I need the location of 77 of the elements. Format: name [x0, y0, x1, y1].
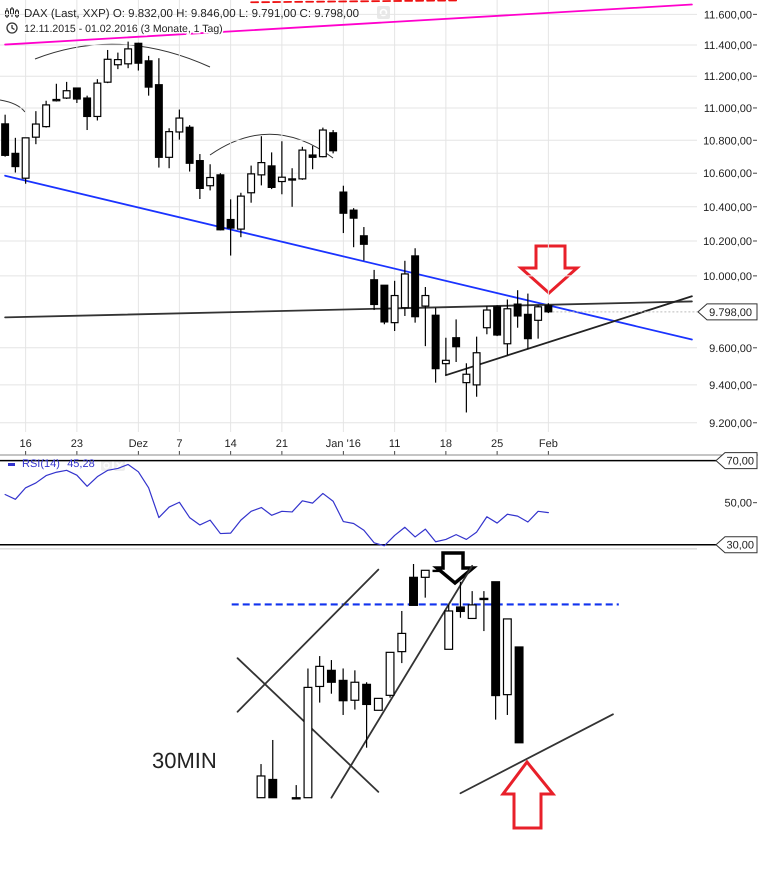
candlestick	[247, 164, 256, 204]
candlestick	[226, 198, 235, 256]
candlestick	[114, 52, 122, 70]
candlestick	[104, 49, 112, 84]
annotation: 45,28	[67, 458, 95, 470]
x-tick-label: Jan '16	[326, 438, 361, 450]
candlestick	[482, 305, 491, 335]
x-tick-label: 14	[224, 438, 237, 450]
candlestick	[362, 682, 372, 748]
y-tick-label: 11.400,00	[704, 40, 752, 52]
candlestick	[206, 164, 214, 192]
y-tick-label: 10.000,00	[703, 270, 752, 283]
y-tick-label: 11.600,00	[704, 9, 752, 22]
candlestick	[257, 136, 266, 186]
candlestick	[462, 362, 470, 414]
x-tick-label: Dez	[128, 438, 148, 450]
candlestick	[268, 152, 276, 190]
y-tick-label: 10.400,00	[703, 202, 752, 214]
candlestick	[442, 337, 450, 376]
candlestick	[350, 208, 358, 248]
candlestick	[308, 145, 317, 170]
y-tick-label: 11.200,00	[704, 71, 752, 84]
candlestick	[62, 81, 71, 100]
candlestick	[544, 302, 552, 314]
candlestick	[175, 108, 184, 140]
text: DAX (Last, XXP) O: 9.832,00 H: 9.846,00 L: 9.791,00 C: 9.798,00	[24, 8, 359, 20]
candlestick	[278, 140, 286, 195]
y-tick-label: 50,00	[724, 498, 752, 510]
candlestick	[350, 670, 360, 710]
y-tick-label: 9.200,00	[709, 418, 752, 430]
candlestick	[421, 286, 430, 347]
x-tick-label: 18	[440, 438, 452, 450]
candlestick	[326, 659, 336, 694]
legend-label: RSI(14)	[22, 458, 60, 470]
x-tick-label: 11	[388, 438, 400, 450]
candlestick	[134, 42, 142, 72]
candlestick	[124, 41, 132, 69]
y-tick-label: 10.600,00	[703, 168, 752, 180]
candlestick	[360, 226, 368, 262]
x-tick-label: 21	[276, 438, 288, 450]
candlestick	[32, 110, 40, 145]
candlestick	[329, 129, 338, 154]
y-tick-label: 9.400,00	[709, 380, 752, 392]
candlestick	[452, 318, 460, 363]
candlestick	[11, 137, 20, 174]
y-tick-label: 70,00	[726, 456, 754, 468]
candlestick	[315, 655, 324, 704]
candlestick	[468, 590, 477, 620]
candlestick	[268, 739, 278, 798]
candlestick	[338, 668, 348, 716]
x-tick-label: 16	[20, 438, 32, 450]
candlestick	[42, 100, 50, 128]
y-tick-label: 30,00	[726, 540, 754, 552]
y-tick-label: 10.200,00	[703, 236, 752, 248]
y-tick-label: 11.000,00	[704, 102, 752, 115]
candlestick	[420, 570, 430, 598]
x-tick-label: 25	[491, 438, 504, 450]
candlestick	[397, 610, 406, 664]
y-tick-label: 9.600,00	[709, 342, 752, 355]
candlestick	[292, 784, 301, 800]
x-tick-label: 7	[176, 438, 182, 450]
candlestick	[72, 87, 81, 104]
x-tick-label: 23	[70, 438, 83, 450]
candlestick	[514, 290, 522, 328]
candlestick	[52, 83, 60, 102]
candlestick	[456, 581, 465, 618]
candlestick	[479, 590, 488, 632]
candlestick	[374, 698, 383, 711]
annotation: 9.798,00	[709, 306, 752, 319]
text: 30MIN	[152, 748, 217, 773]
candlestick	[534, 304, 542, 340]
candlestick	[83, 95, 92, 131]
candlestick	[256, 763, 266, 798]
x-tick-label: Feb	[538, 438, 558, 450]
y-tick-label: 10.800,00	[703, 135, 752, 148]
candlestick	[288, 168, 296, 208]
candlestick	[339, 185, 348, 234]
